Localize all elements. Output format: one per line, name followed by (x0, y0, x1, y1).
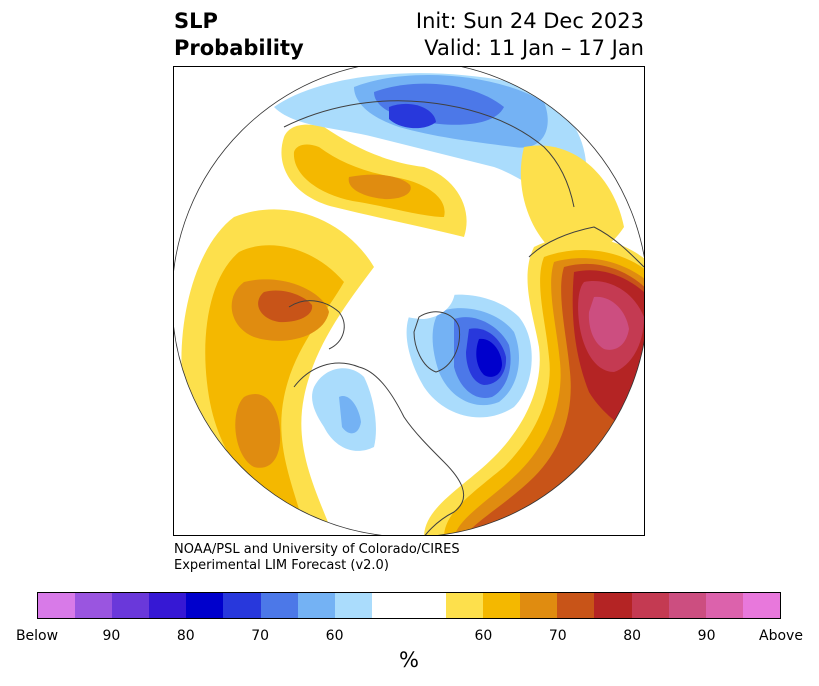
colorbar-segment (334, 593, 372, 618)
europe-coast (528, 226, 644, 268)
valid-dates: Valid: 11 Jan – 17 Jan (424, 36, 644, 60)
colorbar-segment (149, 593, 187, 618)
asia-below-75 (389, 103, 436, 129)
colorbar-tick-label: 90 (102, 628, 121, 644)
colorbar-tick-label: 80 (176, 628, 195, 644)
colorbar-segment (38, 593, 76, 618)
colorbar-unit-label: % (399, 648, 419, 672)
colorbar-segment (223, 593, 261, 618)
forecast-map (173, 66, 645, 536)
colorbar-segment (112, 593, 150, 618)
greenland-below-80 (476, 338, 502, 377)
pacific-above-70-south (235, 394, 281, 468)
colorbar-segment (668, 593, 706, 618)
coastlines (283, 100, 644, 535)
colorbar-tick-label: 60 (474, 628, 493, 644)
title-variable: SLP (174, 9, 218, 33)
colorbar-segment (520, 593, 558, 618)
colorbar-tick-label: 80 (623, 628, 642, 644)
colorbar-segment (371, 593, 409, 618)
asia-above-70 (348, 174, 411, 200)
colorbar-segment (75, 593, 113, 618)
colorbar-segment (594, 593, 632, 618)
colorbar-segment (186, 593, 224, 618)
credit-text: NOAA/PSL and University of Colorado/CIRE… (174, 542, 460, 574)
probability-shading (181, 73, 644, 535)
colorbar-tick-label: 70 (251, 628, 270, 644)
colorbar-segment (483, 593, 521, 618)
colorbar-tick-label: 70 (548, 628, 567, 644)
probability-colorbar (37, 592, 781, 619)
colorbar-segment (408, 593, 447, 618)
forecast-dates: Init: Sun 24 Dec 2023 Valid: 11 Jan – 17… (416, 8, 644, 62)
colorbar-tick-label: 60 (325, 628, 344, 644)
namerica-below-65 (339, 396, 361, 434)
probability-map-svg (174, 67, 644, 535)
map-title: SLP Probability (174, 8, 304, 62)
colorbar-segment (631, 593, 669, 618)
title-quantity: Probability (174, 36, 304, 60)
asia-coast (283, 100, 575, 208)
credit-line-2: Experimental LIM Forecast (v2.0) (174, 558, 389, 573)
colorbar-segment (446, 593, 484, 618)
colorbar-segment (557, 593, 595, 618)
colorbar-tick-label: Above (759, 628, 803, 644)
colorbar-tick-label: Below (15, 628, 59, 644)
colorbar-segment (297, 593, 335, 618)
alaska-coast (288, 300, 345, 350)
credit-line-1: NOAA/PSL and University of Colorado/CIRE… (174, 542, 460, 557)
atlantic-above-90 (588, 296, 629, 350)
north-america-coast (293, 362, 465, 535)
colorbar-segment (260, 593, 298, 618)
colorbar-segment (742, 593, 780, 618)
colorbar-tick-label: 90 (697, 628, 716, 644)
colorbar-segment (705, 593, 743, 618)
pacific-above-75-north (258, 290, 313, 323)
arctic-neutral (373, 259, 455, 319)
greenland-coast (413, 311, 461, 373)
init-date: Init: Sun 24 Dec 2023 (415, 9, 644, 33)
